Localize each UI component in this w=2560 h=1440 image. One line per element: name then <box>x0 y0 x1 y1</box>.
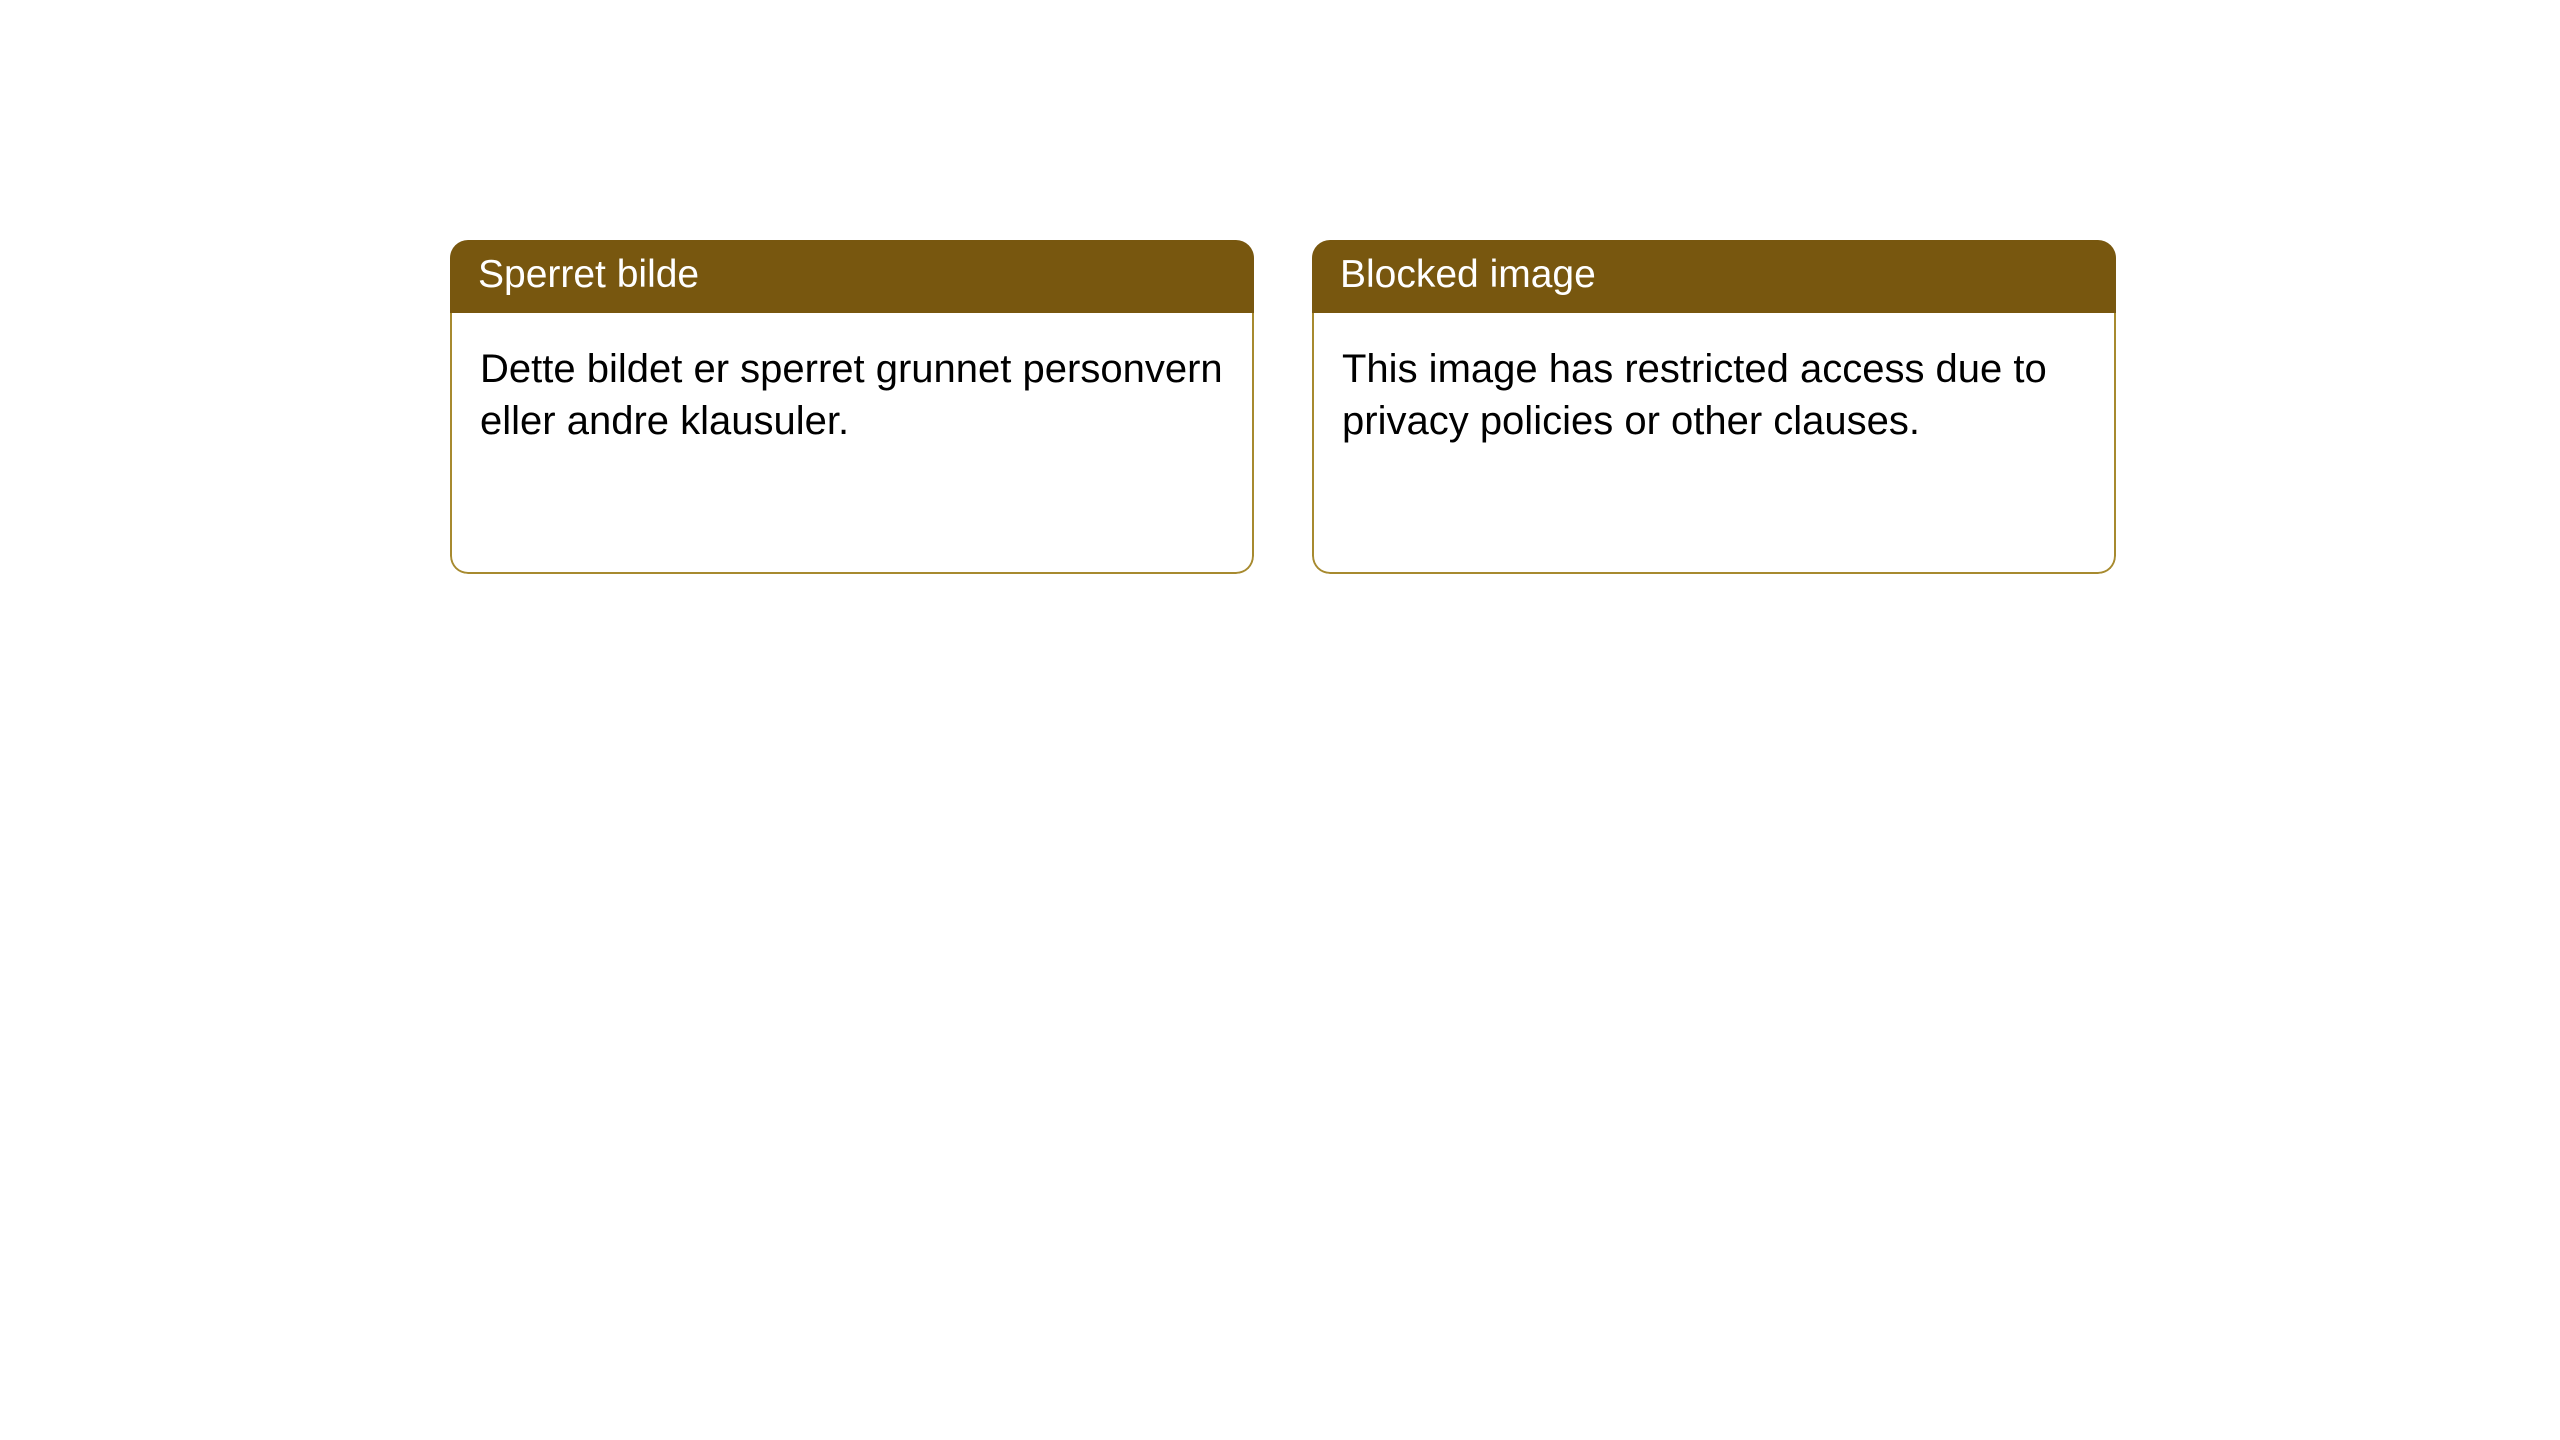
card-header: Blocked image <box>1312 240 2116 313</box>
card-body: Dette bildet er sperret grunnet personve… <box>450 313 1254 574</box>
card-header: Sperret bilde <box>450 240 1254 313</box>
card-text: Dette bildet er sperret grunnet personve… <box>480 343 1224 449</box>
notice-card-norwegian: Sperret bilde Dette bildet er sperret gr… <box>450 240 1254 574</box>
notice-card-english: Blocked image This image has restricted … <box>1312 240 2116 574</box>
card-title: Sperret bilde <box>478 253 699 296</box>
card-body: This image has restricted access due to … <box>1312 313 2116 574</box>
notice-cards-container: Sperret bilde Dette bildet er sperret gr… <box>450 240 2116 574</box>
card-title: Blocked image <box>1340 253 1596 296</box>
card-text: This image has restricted access due to … <box>1342 343 2086 449</box>
